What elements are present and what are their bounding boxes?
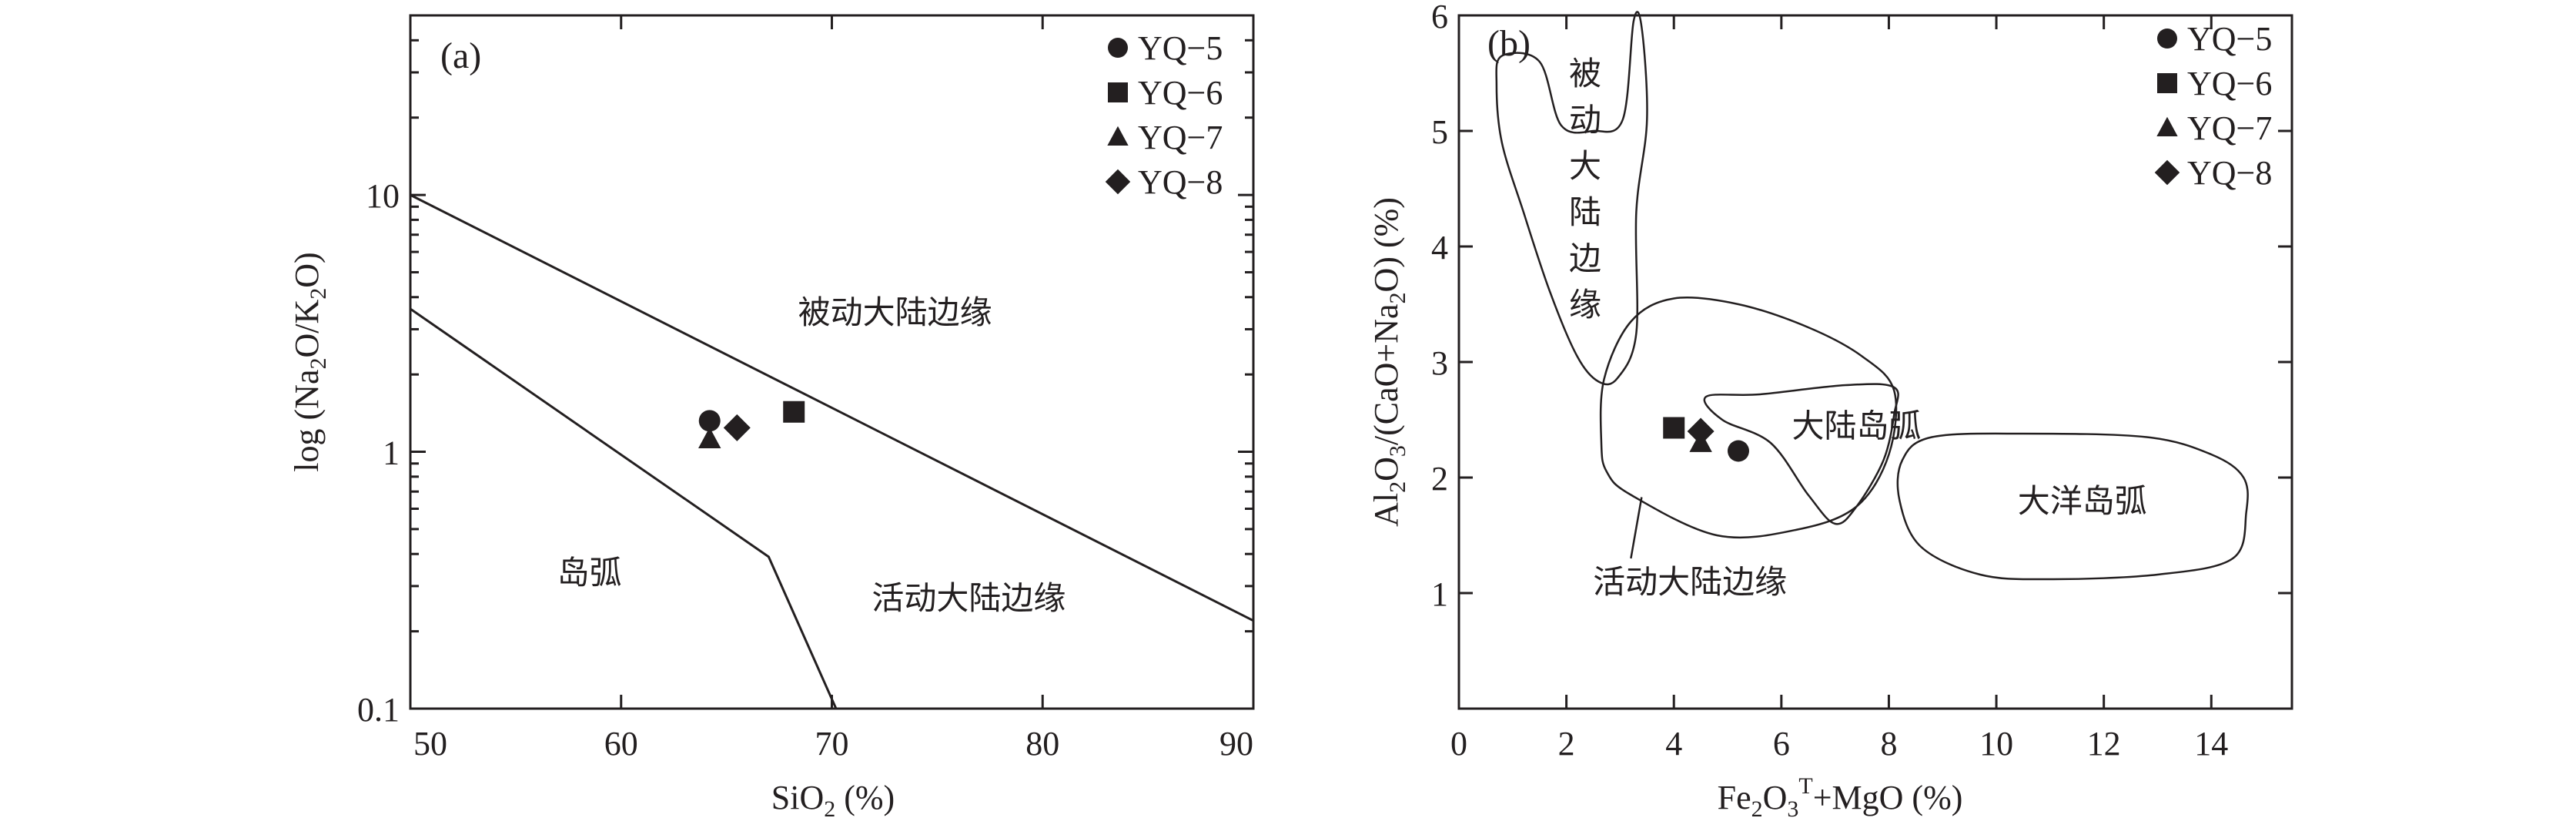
field-label-b-8: 活动大陆边缘 [1593,563,1787,601]
y-tick-label-a-0: 0.1 [357,691,400,729]
legend-label-b-3: YQ−8 [2187,154,2272,192]
y-tick-label-b-3: 4 [1431,229,1448,267]
tick-labels-a: 50 60 70 80 90 0.1 1 10 [357,177,1253,763]
data-point-a-3 [723,414,751,441]
legend-label-b-1: YQ−6 [2187,65,2272,102]
field-label-a-2: 活动大陆边缘 [871,579,1066,617]
boundary-line-a-0 [410,193,1254,622]
field-boundary-b-3 [1896,432,2249,581]
y-tick-label-a-2: 10 [366,177,400,215]
field-label-a-1: 岛弧 [557,554,622,592]
legend-marker-b-2 [2156,116,2178,137]
legend-label-b-2: YQ−7 [2187,109,2272,147]
x-tick-label-a-3: 80 [1025,725,1059,763]
y-tick-label-b-0: 1 [1431,575,1448,613]
legend-marker-b-1 [2157,73,2177,93]
data-point-b-3 [1687,417,1715,445]
field-label-b-2: 大 [1569,147,1601,185]
axis-ticks-b [1457,14,2292,709]
y-tick-label-b-5: 6 [1431,0,1448,35]
legend-marker-a-3 [1105,169,1131,195]
data-point-a-1 [783,401,805,423]
field-label-b-6: 大陆岛弧 [1792,407,1922,445]
x-tick-label-b-4: 8 [1880,725,1897,763]
x-tick-label-b-2: 4 [1665,725,1682,763]
legend-a: YQ−5 YQ−6 YQ−7 YQ−8 [1105,29,1223,201]
field-label-b-3: 陆 [1569,193,1601,231]
legend-label-b-0: YQ−5 [2187,20,2272,58]
x-axis-label-a: SiO2 (%) [771,779,895,822]
data-point-a-2 [698,427,721,449]
field-label-b-0: 被 [1569,55,1601,92]
x-axis-label-b: Fe2O3T+MgO (%) [1718,773,1963,822]
x-tick-label-b-5: 10 [1979,725,2013,763]
y-tick-label-b-4: 5 [1431,113,1448,151]
data-points-a [698,401,805,449]
field-label-b-7: 大洋岛弧 [2018,482,2147,520]
x-tick-label-a-4: 90 [1219,725,1253,763]
data-points-b [1663,417,1749,462]
plot-frame-a [409,14,1255,710]
panel-label-b: (b) [1487,23,1531,64]
x-tick-label-b-7: 14 [2194,725,2228,763]
legend-marker-b-3 [2154,159,2180,186]
field-boundary-b-1 [1599,297,1898,539]
y-axis-label-a: log (Na2O/K2O) [288,252,331,471]
data-point-b-0 [1727,440,1749,462]
legend-label-a-3: YQ−8 [1138,163,1223,201]
x-tick-label-b-0: 0 [1450,725,1467,763]
field-boundary-b-0 [1495,11,1648,386]
axis-ticks-a [409,14,1255,710]
legend-marker-a-2 [1107,126,1129,146]
data-point-b-1 [1663,417,1685,439]
y-tick-label-b-1: 2 [1431,460,1448,498]
discrimination-boundaries-a [410,193,1254,709]
legend-label-a-1: YQ−6 [1138,74,1223,112]
y-axis-label-b: Al2O3/(CaO+Na2O) (%) [1367,197,1410,527]
data-point-a-0 [698,410,721,432]
boundary-line-a-1 [410,307,838,709]
x-tick-label-a-2: 70 [815,725,849,763]
legend-marker-a-1 [1108,82,1128,102]
field-label-b-5: 缘 [1569,286,1601,323]
leader-line-b [1630,497,1643,559]
discrimination-fields-b [1495,11,2249,581]
legend-marker-a-0 [1108,38,1128,58]
x-tick-label-b-1: 2 [1558,725,1575,763]
panel-label-a: (a) [440,35,481,76]
field-label-a-0: 被动大陆边缘 [798,293,992,331]
y-tick-label-b-2: 3 [1431,344,1448,382]
legend-label-a-2: YQ−7 [1138,119,1223,156]
y-tick-label-a-1: 1 [383,434,400,472]
legend-marker-b-0 [2157,28,2177,49]
legend-label-a-0: YQ−5 [1138,29,1223,67]
field-label-b-1: 动 [1569,101,1601,139]
field-label-b-4: 边 [1569,240,1601,277]
field-boundary-b-2 [1703,383,1899,525]
x-tick-label-a-0: 50 [413,725,447,763]
x-tick-label-b-6: 12 [2087,725,2121,763]
legend-b: YQ−5 YQ−6 YQ−7 YQ−8 [2154,20,2272,192]
x-tick-label-b-3: 6 [1773,725,1790,763]
x-tick-label-a-1: 60 [604,725,638,763]
